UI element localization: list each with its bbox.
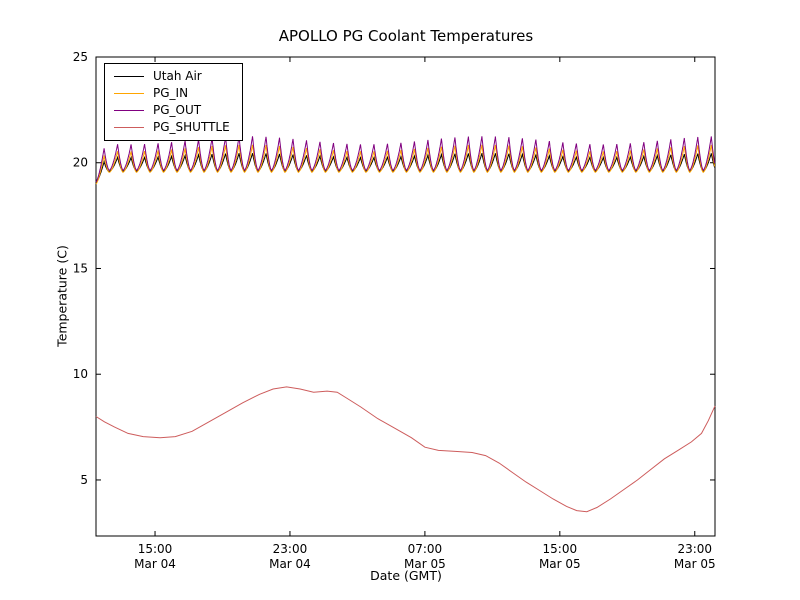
legend-line-swatch bbox=[114, 109, 144, 112]
legend: Utah Air PG_IN PG_OUT PG_SHUTTLE bbox=[104, 63, 243, 141]
x-tick-date-label: Mar 04 bbox=[134, 557, 176, 571]
legend-item-pg-in: PG_IN bbox=[114, 87, 230, 100]
x-tick-time-label: 15:00 bbox=[543, 542, 578, 556]
x-tick-date-label: Mar 05 bbox=[674, 557, 716, 571]
legend-label: PG_OUT bbox=[153, 103, 202, 117]
x-tick-time-label: 15:00 bbox=[138, 542, 173, 556]
y-tick-label: 15 bbox=[73, 261, 88, 275]
legend-label: Utah Air bbox=[153, 69, 202, 83]
y-tick-label: 20 bbox=[73, 156, 88, 170]
legend-label: PG_IN bbox=[153, 86, 189, 100]
y-axis-label: Temperature (C) bbox=[54, 245, 70, 347]
x-tick-date-label: Mar 05 bbox=[539, 557, 581, 571]
x-tick-date-label: Mar 04 bbox=[269, 557, 311, 571]
x-axis-label: Date (GMT) bbox=[370, 568, 442, 583]
x-tick-date-label: Mar 05 bbox=[404, 557, 446, 571]
x-tick-time-label: 07:00 bbox=[408, 542, 443, 556]
series-line-pg-shuttle bbox=[95, 386, 716, 513]
x-tick-time-label: 23:00 bbox=[677, 542, 712, 556]
y-tick-label: 10 bbox=[73, 367, 88, 381]
series-line-pg-out bbox=[95, 136, 716, 183]
y-tick-label: 5 bbox=[80, 473, 88, 487]
legend-item-utah-air: Utah Air bbox=[114, 70, 230, 83]
x-tick-time-label: 23:00 bbox=[273, 542, 308, 556]
chart-title: APOLLO PG Coolant Temperatures bbox=[278, 27, 534, 45]
legend-item-pg-out: PG_OUT bbox=[114, 104, 230, 117]
axes-frame bbox=[95, 56, 716, 537]
legend-line-swatch bbox=[114, 126, 144, 129]
series-line-pg-in bbox=[95, 144, 716, 185]
y-tick-label: 25 bbox=[73, 50, 88, 64]
legend-line-swatch bbox=[114, 75, 144, 78]
legend-item-pg-shuttle: PG_SHUTTLE bbox=[114, 121, 230, 134]
legend-line-swatch bbox=[114, 92, 144, 95]
legend-label: PG_SHUTTLE bbox=[153, 120, 230, 134]
